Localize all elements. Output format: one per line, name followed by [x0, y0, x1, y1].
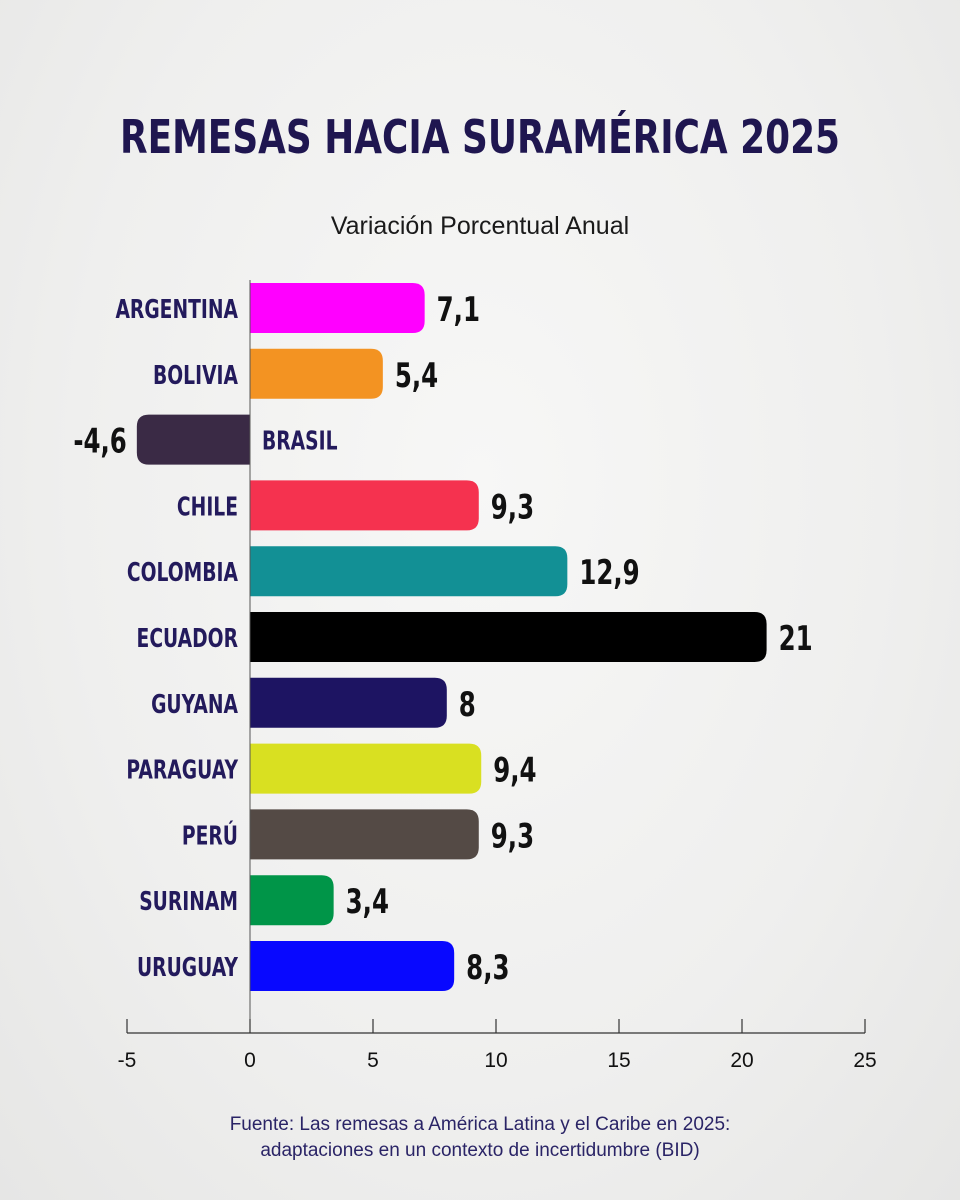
value-label: 9,4: [493, 751, 536, 790]
bar: [250, 743, 482, 794]
chart-subtitle: Variación Porcentual Anual: [330, 212, 630, 240]
x-tick-label: -5: [118, 1049, 137, 1072]
value-label: 5,4: [395, 356, 438, 395]
category-label: COLOMBIA: [127, 558, 239, 588]
category-label: SURINAM: [139, 887, 238, 917]
value-label: 21: [779, 619, 813, 658]
bar: [250, 612, 767, 662]
bar: [136, 414, 250, 465]
x-tick-label: 0: [244, 1049, 256, 1072]
category-label: BRASIL: [262, 427, 338, 457]
bar: [250, 875, 334, 926]
x-tick-label: 5: [367, 1049, 379, 1072]
source-line-1: Fuente: Las remesas a América Latina y e…: [229, 1114, 731, 1135]
category-label: PERÚ: [182, 819, 238, 851]
bar: [250, 480, 479, 531]
source-line-2: adaptaciones en un contexto de incertidu…: [260, 1140, 700, 1161]
category-label: ECUADOR: [137, 624, 238, 654]
value-label: 8: [459, 685, 476, 724]
x-tick-label: 10: [484, 1049, 507, 1072]
bar: [250, 677, 447, 728]
bar: [250, 546, 568, 597]
category-label: ARGENTINA: [115, 295, 238, 325]
value-label: 12,9: [579, 553, 639, 592]
bar: [250, 941, 455, 991]
value-label: 9,3: [491, 816, 534, 855]
category-label: PARAGUAY: [126, 756, 238, 786]
category-label: BOLIVIA: [153, 361, 238, 391]
bar: [250, 809, 479, 860]
value-label: 9,3: [491, 487, 534, 526]
bar: [250, 348, 383, 399]
category-label: URUGUAY: [137, 953, 238, 983]
value-label: -4,6: [73, 422, 127, 461]
category-label: GUYANA: [151, 690, 238, 720]
value-label: 8,3: [466, 948, 509, 987]
x-tick-label: 15: [607, 1049, 630, 1072]
chart-title: REMESAS HACIA SURAMÉRICA 2025: [119, 110, 841, 164]
x-tick-label: 20: [730, 1049, 753, 1072]
value-label: 3,4: [346, 882, 389, 921]
x-tick-label: 25: [853, 1049, 876, 1072]
bar: [250, 283, 425, 333]
category-label: CHILE: [177, 492, 238, 522]
source-note: Fuente: Las remesas a América Latina y e…: [0, 1112, 960, 1164]
value-label: 7,1: [437, 290, 480, 329]
